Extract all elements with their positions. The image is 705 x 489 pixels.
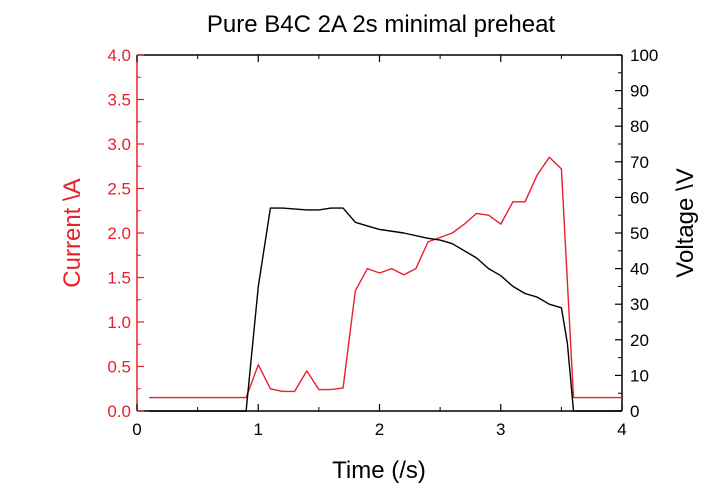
- chart-title: Pure B4C 2A 2s minimal preheat: [207, 11, 556, 38]
- y-right-tick-label: 70: [630, 153, 649, 172]
- y-left-tick-label: 3.0: [107, 135, 131, 154]
- current-series-line: [149, 156, 622, 399]
- x-tick-label: 3: [496, 420, 505, 439]
- y-left-tick-label: 0.5: [107, 358, 131, 377]
- x-axis-label: Time (/s): [332, 457, 426, 484]
- x-tick-label: 4: [617, 420, 626, 439]
- y-right-tick-label: 20: [630, 331, 649, 350]
- y-left-tick-label: 4.0: [107, 46, 131, 65]
- y-right-tick-label: 90: [630, 82, 649, 101]
- y-left-tick-label: 2.0: [107, 224, 131, 243]
- y-left-tick-label: 0.0: [107, 402, 131, 421]
- y-axis-left-label: Current \A: [59, 178, 86, 287]
- y-right-tick-label: 100: [630, 46, 658, 65]
- y-right-tick-label: 80: [630, 117, 649, 136]
- y-left-tick-label: 2.5: [107, 180, 131, 199]
- y-right-tick-label: 30: [630, 295, 649, 314]
- voltage-series-line: [149, 207, 622, 412]
- y-left-tick-label: 1.0: [107, 313, 131, 332]
- y-left-tick-label: 3.5: [107, 91, 131, 110]
- plot-frame: [136, 54, 623, 412]
- x-tick-label: 0: [132, 420, 141, 439]
- y-right-tick-label: 60: [630, 188, 649, 207]
- y-right-tick-label: 50: [630, 224, 649, 243]
- x-tick-label: 2: [375, 420, 384, 439]
- x-tick-label: 1: [254, 420, 263, 439]
- series-lines: [149, 156, 622, 412]
- y-right-tick-label: 10: [630, 366, 649, 385]
- y-right-tick-label: 0: [630, 402, 639, 421]
- y-right-tick-label: 40: [630, 260, 649, 279]
- y-axis-right-label: Voltage \V: [672, 168, 699, 277]
- axes: 0 1 2 3 4 0.0 0.5 1.0 1.5 2.0 2.5 3.0 3.5 4.0 0 10 20 30 4…: [107, 46, 658, 439]
- y-left-tick-label: 1.5: [107, 269, 131, 288]
